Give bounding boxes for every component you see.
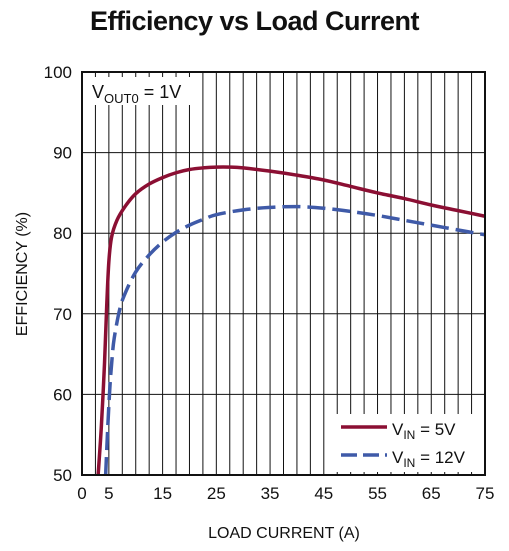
plot-frame [81, 71, 486, 476]
svg-text:VIN = 5V: VIN = 5V [392, 420, 456, 442]
legend-label-vin-5v-sub: IN [403, 428, 415, 442]
series-line-vin-12v [103, 204, 486, 476]
legend-bg [335, 414, 483, 472]
y-tick-label-80: 80 [53, 224, 72, 243]
x-tick-label-0: 0 [77, 484, 86, 503]
y-tick-label-60: 60 [53, 385, 72, 404]
vout-annotation-main: V [92, 82, 104, 102]
vout-annotation-sub: OUT0 [104, 91, 139, 106]
svg-text:VIN = 12V: VIN = 12V [392, 448, 466, 470]
x-tick-label-25: 25 [207, 484, 226, 503]
x-tick-label-75: 75 [476, 484, 495, 503]
x-tick-label-15: 15 [153, 484, 172, 503]
legend-label-vin-12v-rest: = 12V [415, 448, 465, 467]
x-tick-label-5: 5 [104, 484, 113, 503]
x-tick-label-65: 65 [422, 484, 441, 503]
x-tick-label-55: 55 [368, 484, 387, 503]
legend-label-vin-12v-sub: IN [403, 456, 415, 470]
vout-annotation-bg [87, 77, 195, 105]
tick-labels: 0 5 15 25 35 45 55 65 75 50 60 70 80 90 100 [44, 63, 495, 503]
grid [82, 72, 485, 475]
x-axis-label: LOAD CURRENT (A) [208, 525, 360, 542]
legend-label-vin-5v-main: V [392, 420, 404, 439]
x-tick-label-35: 35 [261, 484, 280, 503]
y-tick-label-100: 100 [44, 63, 72, 82]
series-lines [96, 165, 486, 476]
y-tick-label-70: 70 [53, 305, 72, 324]
y-tick-label-50: 50 [53, 466, 72, 485]
y-tick-label-90: 90 [53, 144, 72, 163]
vout-annotation: VOUT0 = 1V [87, 77, 195, 106]
vout-annotation-rest: = 1V [139, 82, 182, 102]
legend: VIN = 5V VIN = 12V [335, 414, 483, 472]
svg-text:VOUT0 = 1V: VOUT0 = 1V [92, 82, 181, 106]
series-line-vin-5v [96, 165, 486, 476]
legend-label-vin-5v-rest: = 5V [415, 420, 456, 439]
y-axis-label: EFFICIENCY (%) [14, 212, 31, 336]
chart-title: Efficiency vs Load Current [89, 6, 420, 36]
legend-label-vin-12v-main: V [392, 448, 404, 467]
x-tick-label-45: 45 [314, 484, 333, 503]
